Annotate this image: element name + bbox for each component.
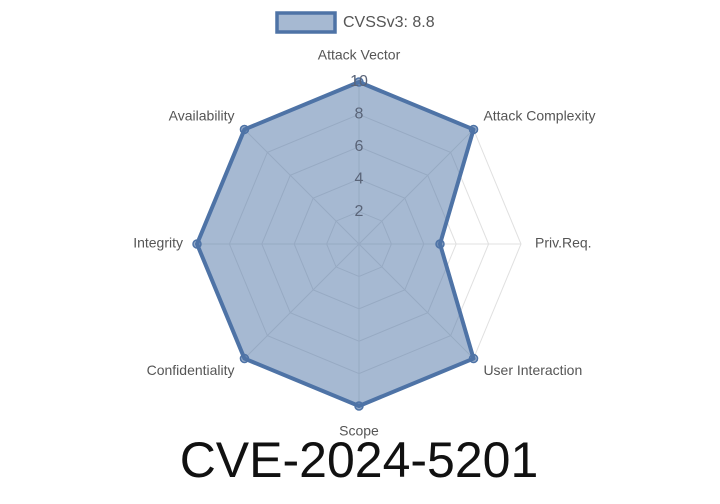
category-label: User Interaction	[483, 362, 582, 378]
radar-point	[239, 353, 250, 364]
category-label: Attack Complexity	[483, 107, 595, 123]
radar-point	[435, 239, 445, 249]
r-tick-label: 8	[355, 106, 364, 123]
radar-point	[468, 124, 479, 135]
radar-point	[468, 353, 479, 364]
radar-point	[239, 124, 250, 135]
radar-point	[192, 239, 202, 249]
radar-point	[354, 77, 364, 87]
legend-swatch	[275, 11, 337, 34]
category-label: Confidentiality	[147, 362, 235, 378]
category-label: Priv.Req.	[535, 235, 592, 251]
category-label: Attack Vector	[318, 47, 401, 63]
r-tick-label: 10	[350, 73, 368, 90]
category-label: Availability	[169, 107, 235, 123]
r-tick-label: 2	[355, 203, 364, 220]
r-tick-label: 6	[355, 138, 364, 155]
r-tick-label: 4	[355, 170, 364, 187]
legend-item: CVSSv3: 8.8	[275, 11, 435, 34]
category-label: Integrity	[133, 235, 183, 251]
category-label: Scope	[339, 423, 379, 439]
legend-label: CVSSv3: 8.8	[343, 14, 435, 31]
radar-area	[195, 80, 476, 408]
radar-point	[354, 401, 364, 411]
chart-title: CVE-2024-5201	[180, 432, 539, 488]
